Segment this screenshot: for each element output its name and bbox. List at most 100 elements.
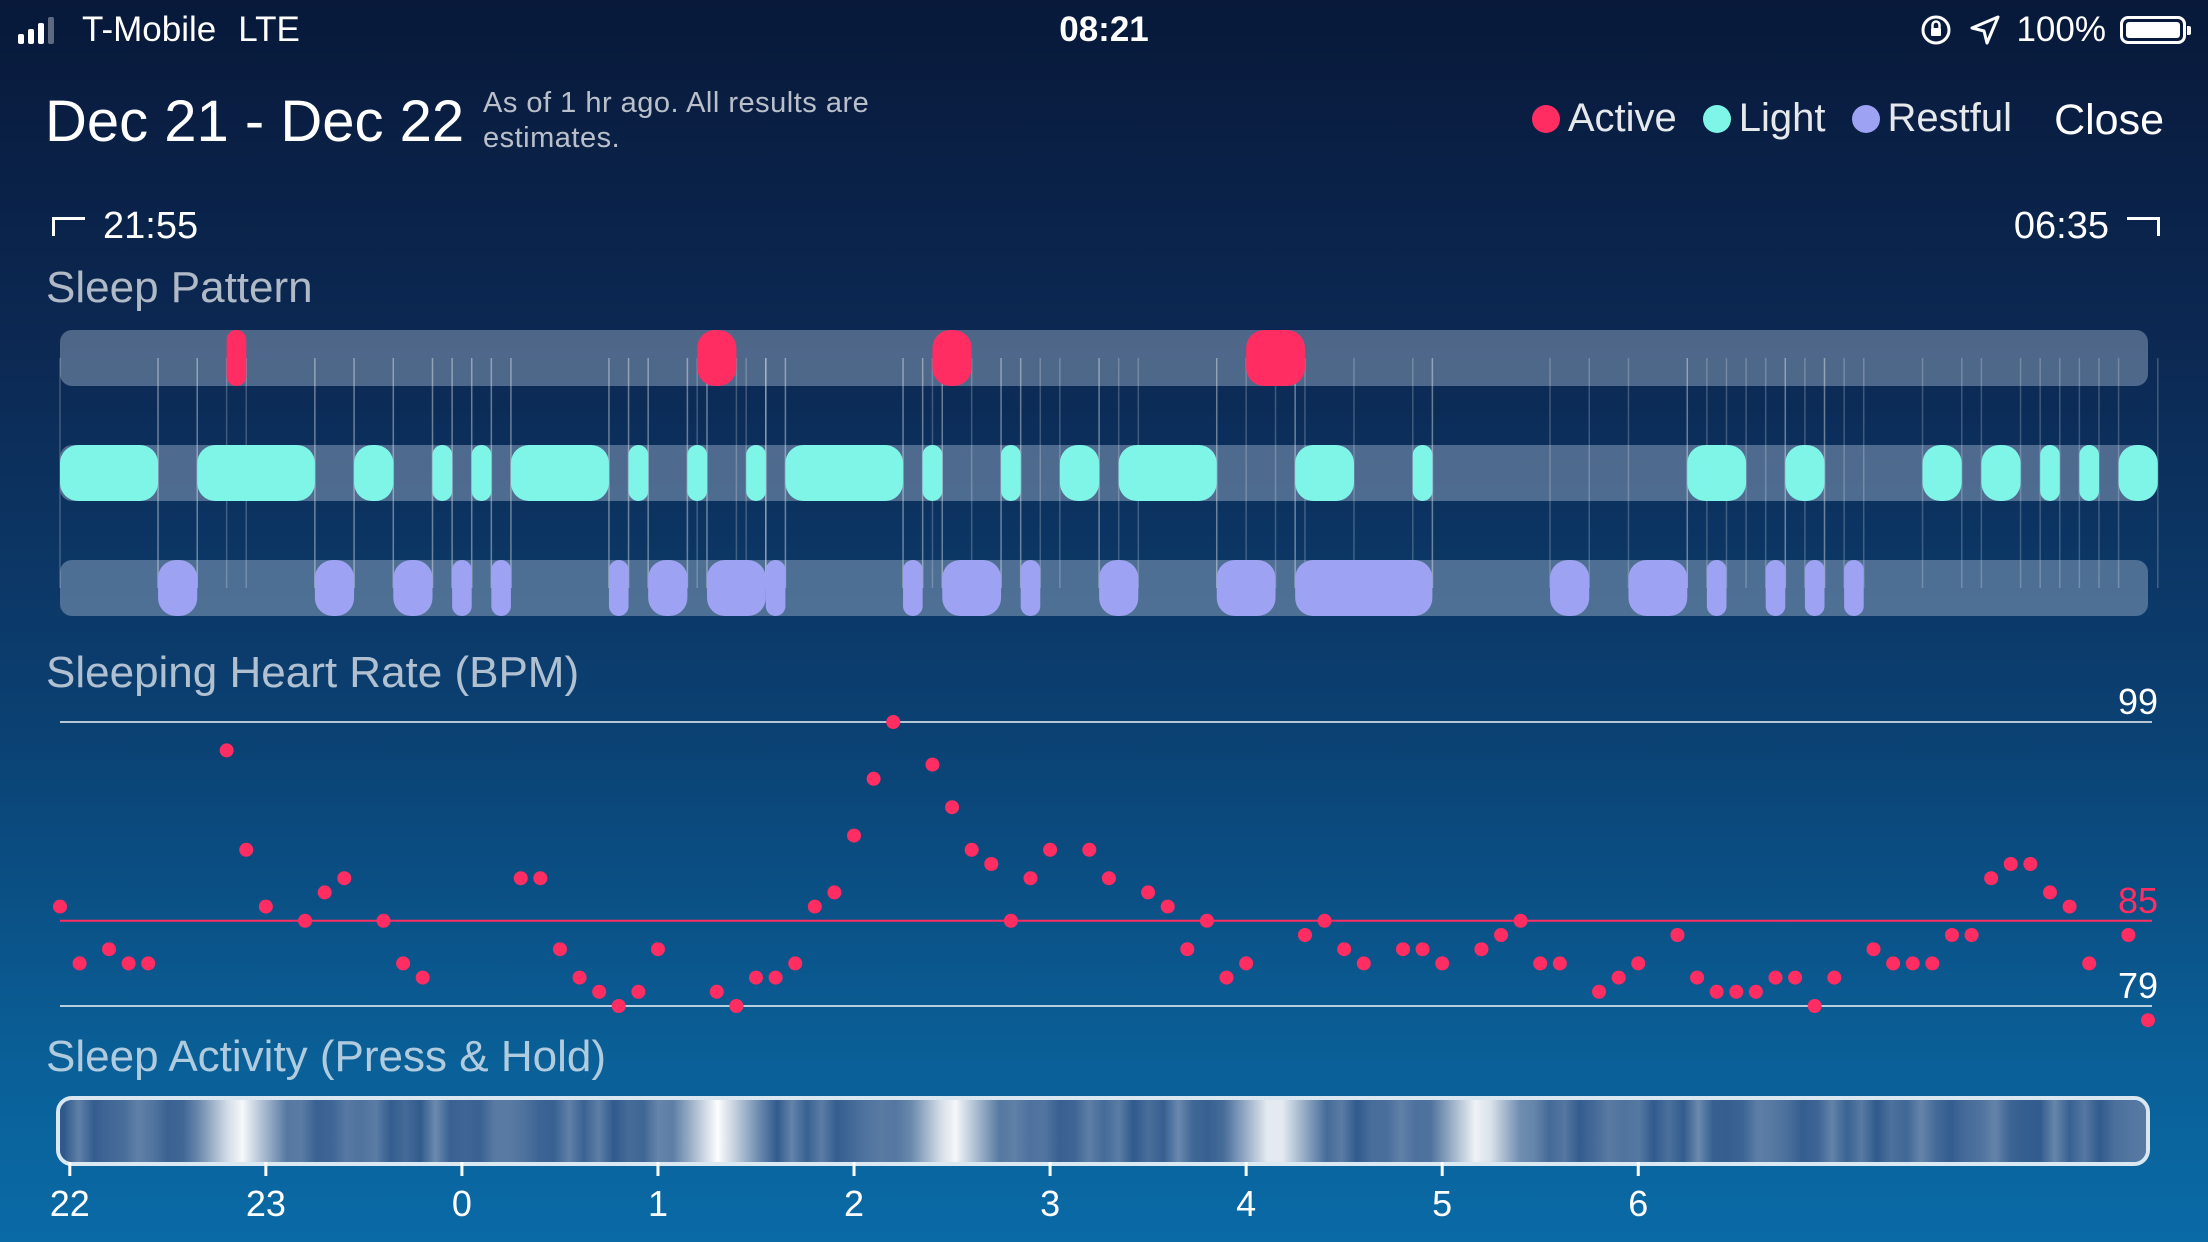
segment-light [922, 445, 943, 501]
legend-item-restful: Restful [1851, 96, 2013, 141]
sleep-pattern-chart[interactable] [59, 330, 2159, 616]
segment-active [932, 330, 972, 386]
hr-point [1494, 928, 1509, 942]
segment-light [60, 445, 159, 501]
segment-light [2079, 445, 2099, 501]
segment-light [471, 445, 492, 501]
hr-point [1670, 928, 1685, 942]
hr-point [984, 857, 999, 871]
carrier-name: T-Mobile [82, 10, 217, 49]
hr-point [1043, 842, 1058, 857]
date-range-title: Dec 21 - Dec 22 [45, 89, 465, 154]
hr-point [141, 956, 156, 971]
segment-active [226, 330, 247, 386]
hr-point [1552, 956, 1567, 971]
segment-light [1412, 445, 1433, 501]
hr-point [1356, 956, 1371, 971]
hr-point [1297, 928, 1312, 942]
segment-restful [1628, 560, 1688, 616]
hr-point [2141, 1013, 2155, 1028]
hr-point [768, 970, 783, 985]
sleep-pattern-label: Sleep Pattern [46, 263, 313, 312]
segment-restful [158, 560, 198, 616]
segment-light [1118, 445, 1217, 501]
segment-light [197, 445, 315, 501]
segment-light [2118, 445, 2158, 501]
hr-point [121, 956, 136, 971]
time-tick-label: 1 [648, 1183, 668, 1224]
hr-point [72, 956, 87, 971]
hr-point [53, 899, 67, 914]
hr-point [1219, 970, 1234, 985]
segment-restful [942, 560, 1002, 616]
hr-point [964, 842, 979, 857]
restful-dot-icon [1851, 104, 1880, 133]
hr-point [2003, 857, 2018, 871]
segment-restful [1020, 560, 1041, 616]
end-bracket-icon [2127, 217, 2160, 236]
hr-min-label: 79 [2118, 965, 2158, 1006]
hr-point [2062, 899, 2077, 914]
segment-restful [608, 560, 629, 616]
hr-point [866, 771, 881, 786]
hr-point [1160, 899, 1175, 914]
hr-point [1003, 913, 1018, 928]
activity-heatmap [60, 1100, 2146, 1162]
hr-point [1611, 970, 1626, 985]
time-tick-label: 0 [452, 1183, 472, 1224]
hr-point [847, 828, 862, 843]
hr-point [298, 913, 313, 928]
active-dot-icon [1531, 104, 1560, 133]
hr-point [749, 970, 763, 985]
hr-point [396, 956, 411, 971]
heart-rate-label: Sleeping Heart Rate (BPM) [46, 648, 580, 697]
segment-restful [1765, 560, 1786, 616]
segment-restful [491, 560, 511, 616]
hr-point [1886, 956, 1901, 971]
hr-point [1827, 970, 1842, 985]
hr-point [572, 970, 587, 985]
segment-restful [393, 560, 433, 616]
hr-point [1023, 871, 1038, 886]
hr-point [1592, 984, 1607, 999]
legend-label: Light [1738, 96, 1826, 140]
segment-light [1981, 445, 2021, 501]
hr-point [611, 999, 626, 1013]
hr-point [1435, 956, 1450, 971]
hr-point [513, 871, 528, 886]
hr-point [925, 757, 940, 772]
hr-point [102, 942, 117, 957]
segment-light [2040, 445, 2060, 501]
hr-point [1788, 970, 1803, 985]
hr-point [219, 743, 234, 758]
segment-restful [648, 560, 688, 616]
segment-restful [1099, 560, 1139, 616]
hr-point [1082, 842, 1097, 857]
hr-point [1317, 913, 1332, 928]
hr-point [1905, 956, 1920, 971]
time-tick-label: 5 [1432, 1183, 1452, 1224]
legend-item-active: Active [1531, 96, 1677, 141]
status-bar: T-Mobile LTE 08:21 100% [0, 0, 2208, 64]
time-tick-label: 2 [844, 1183, 864, 1224]
hr-point [1474, 942, 1489, 957]
hr-point [1533, 956, 1548, 971]
hr-point [1239, 956, 1254, 971]
close-button[interactable]: Close [2054, 96, 2164, 144]
hr-point [945, 800, 960, 815]
status-right: 100% [1918, 10, 2191, 50]
segment-light [1922, 445, 1962, 501]
hr-point [552, 942, 567, 957]
segment-restful [314, 560, 355, 616]
hr-point [1199, 913, 1214, 928]
legend-label: Restful [1887, 96, 2013, 140]
hr-point [788, 956, 803, 971]
hr-point [533, 871, 548, 886]
sleep-activity-bar[interactable] [56, 1096, 2150, 1166]
hr-max-label: 99 [2118, 681, 2158, 722]
hr-point [1748, 984, 1763, 999]
status-left: T-Mobile LTE [18, 10, 300, 50]
track-active [60, 330, 2148, 386]
hr-point [709, 984, 724, 999]
start-bracket-icon [52, 217, 85, 236]
